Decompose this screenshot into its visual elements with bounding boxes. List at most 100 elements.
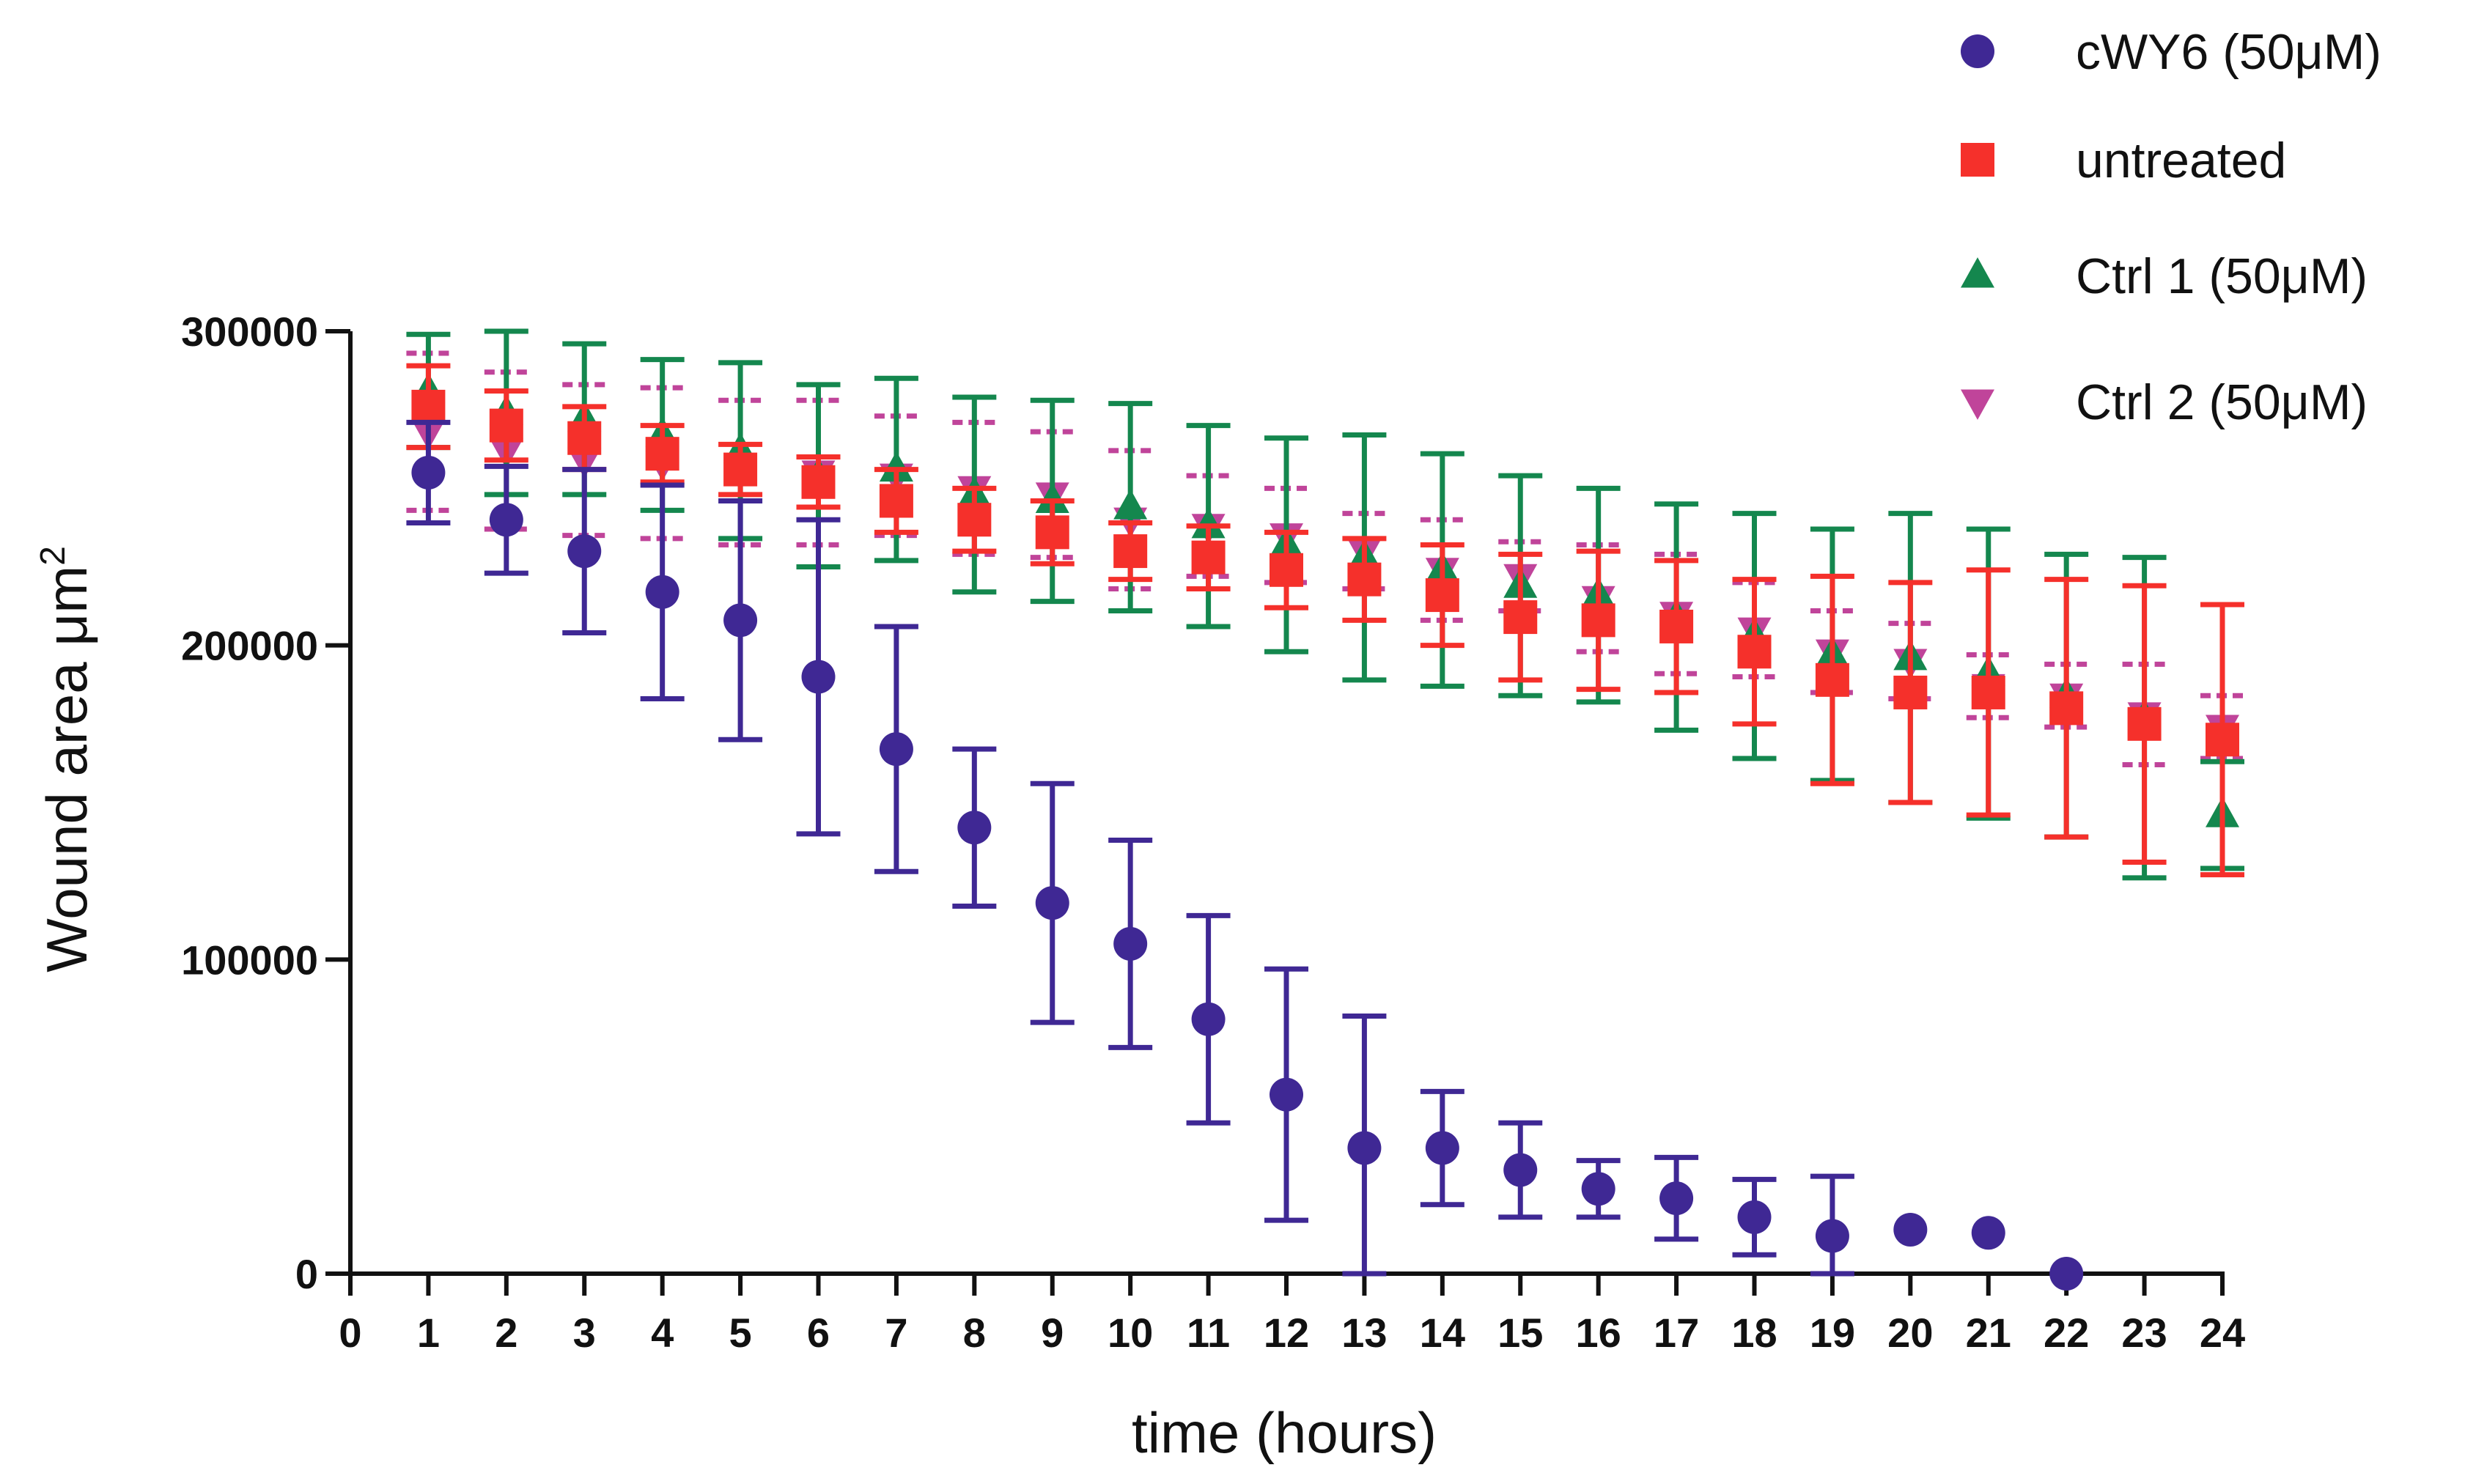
data-point xyxy=(489,408,523,443)
data-point xyxy=(567,421,602,455)
data-point xyxy=(1659,1181,1694,1216)
data-point xyxy=(957,811,992,845)
x-tick-label: 2 xyxy=(495,1310,517,1356)
legend-marker xyxy=(1961,257,1994,288)
x-tick-label: 14 xyxy=(1420,1310,1465,1356)
data-point xyxy=(1737,1200,1772,1234)
data-point xyxy=(567,534,602,569)
data-point xyxy=(489,503,523,537)
x-tick-label: 15 xyxy=(1497,1310,1543,1356)
y-tick-label: 0 xyxy=(295,1251,318,1297)
data-point xyxy=(1035,482,1069,514)
data-point xyxy=(1270,553,1303,587)
x-tick-label: 3 xyxy=(573,1310,596,1356)
data-point xyxy=(1659,609,1694,643)
data-point xyxy=(1425,1131,1459,1165)
x-tick-label: 0 xyxy=(339,1310,361,1356)
y-tick-label: 100000 xyxy=(181,937,318,983)
x-tick-label: 9 xyxy=(1041,1310,1064,1356)
legend-marker xyxy=(1961,389,1994,420)
legend: cWY6 (50μM) untreated Ctrl 1 (50μM) Ctrl 2 … xyxy=(1961,24,2381,430)
data-point xyxy=(1347,1131,1382,1165)
data-point xyxy=(1113,534,1148,569)
series-circle xyxy=(406,419,2084,1291)
y-axis-title-main: Wound area μm xyxy=(34,566,99,972)
data-point xyxy=(1113,926,1148,961)
x-axis-title: time (hours) xyxy=(1132,1400,1437,1465)
data-point xyxy=(411,455,446,490)
data-point xyxy=(1191,540,1226,575)
data-point xyxy=(2049,1257,2084,1291)
y-ticks: 0 100000 200000 300000 xyxy=(181,309,350,1297)
series-triangle-up xyxy=(406,328,2244,881)
data-point xyxy=(801,465,836,499)
data-point xyxy=(1035,886,1069,920)
data-point xyxy=(1971,675,2005,709)
legend-marker xyxy=(1961,143,1994,177)
data-point xyxy=(879,484,913,518)
legend-label: Ctrl 1 (50μM) xyxy=(2076,248,2368,304)
y-axis-title-sup: 2 xyxy=(34,546,73,566)
legend-label: Ctrl 2 (50μM) xyxy=(2076,374,2368,430)
series-layer xyxy=(406,328,2244,1291)
x-tick-label: 21 xyxy=(1966,1310,2011,1356)
data-point xyxy=(801,660,836,694)
y-tick-label: 300000 xyxy=(181,309,318,355)
data-point xyxy=(1425,578,1459,613)
x-tick-label: 7 xyxy=(885,1310,907,1356)
x-ticks: 0 1 2 3 4 5 6 7 8 9 10 11 12 13 14 15 16 17 18 19 20 21 22 23 24 xyxy=(339,1274,2245,1356)
x-tick-label: 17 xyxy=(1654,1310,1699,1356)
x-tick-label: 19 xyxy=(1810,1310,1855,1356)
series-square xyxy=(406,363,2244,878)
x-tick-label: 23 xyxy=(2121,1310,2167,1356)
data-point xyxy=(879,451,913,482)
x-tick-label: 20 xyxy=(1887,1310,1933,1356)
x-tick-label: 12 xyxy=(1264,1310,1309,1356)
data-point xyxy=(1815,1219,1849,1253)
x-tick-label: 1 xyxy=(417,1310,440,1356)
x-tick-label: 4 xyxy=(651,1310,674,1356)
legend-item: Ctrl 1 (50μM) xyxy=(1961,248,2368,304)
data-point xyxy=(1347,562,1382,597)
x-tick-label: 18 xyxy=(1731,1310,1777,1356)
data-point xyxy=(1191,1002,1226,1036)
data-point xyxy=(411,389,446,424)
data-point xyxy=(1503,1153,1538,1187)
legend-item: Ctrl 2 (50μM) xyxy=(1961,374,2368,430)
data-point xyxy=(1270,1077,1303,1112)
data-point xyxy=(1113,489,1148,520)
data-point xyxy=(2206,723,2239,757)
legend-label: untreated xyxy=(2076,133,2286,188)
data-point xyxy=(2127,706,2162,741)
data-point xyxy=(723,603,758,638)
data-point xyxy=(1815,662,1849,697)
x-tick-label: 16 xyxy=(1576,1310,1621,1356)
legend-item: cWY6 (50μM) xyxy=(1961,24,2381,80)
data-point xyxy=(957,503,992,537)
y-axis-title: Wound area μm2 xyxy=(34,546,99,972)
x-tick-label: 22 xyxy=(2044,1310,2089,1356)
data-point xyxy=(1503,600,1538,635)
data-point xyxy=(1581,1172,1615,1206)
data-point xyxy=(2049,691,2084,726)
data-point xyxy=(1737,635,1772,669)
legend-item: untreated xyxy=(1961,133,2286,188)
data-point xyxy=(1893,675,1928,709)
x-tick-label: 6 xyxy=(807,1310,830,1356)
series-triangle-down xyxy=(406,350,2244,768)
x-tick-label: 8 xyxy=(963,1310,986,1356)
x-tick-label: 13 xyxy=(1341,1310,1387,1356)
data-point xyxy=(723,452,758,487)
data-point xyxy=(1971,1216,2005,1250)
data-point xyxy=(645,575,679,609)
data-point xyxy=(1191,507,1226,539)
data-point xyxy=(1581,603,1615,638)
x-tick-label: 5 xyxy=(729,1310,752,1356)
x-tick-label: 10 xyxy=(1108,1310,1153,1356)
x-tick-label: 11 xyxy=(1187,1310,1230,1356)
legend-label: cWY6 (50μM) xyxy=(2076,24,2381,80)
data-point xyxy=(1893,1212,1928,1247)
x-tick-label: 24 xyxy=(2200,1310,2245,1356)
